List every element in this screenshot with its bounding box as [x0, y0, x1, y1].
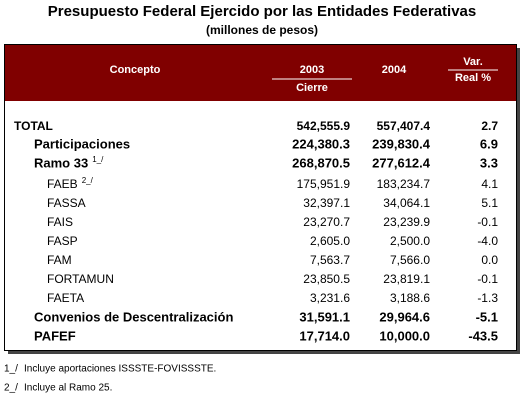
cell-var: -0.1 — [477, 215, 498, 229]
footnote-text: Incluye aportaciones ISSSTE-FOVISSSTE. — [24, 364, 216, 375]
cell-2004: 23,819.1 — [383, 272, 430, 286]
cell-2003: 7,563.7 — [310, 253, 350, 267]
cell-2003: 32,397.1 — [303, 196, 350, 210]
row-label: FAEB — [47, 177, 78, 191]
cell-var: 4.1 — [481, 177, 498, 191]
footnotes: 1_/ Incluye aportaciones ISSSTE-FOVISSSTE… — [4, 364, 216, 394]
row-label: FASSA — [47, 196, 86, 210]
row-label: TOTAL — [14, 119, 53, 133]
footnote-text: Incluye al Ramo 25. — [24, 383, 112, 394]
header-var: Var. — [463, 56, 483, 68]
cell-2003: 17,714.0 — [299, 328, 350, 343]
cell-2004: 7,566.0 — [390, 253, 430, 267]
cell-2004: 23,239.9 — [383, 215, 430, 229]
cell-2004: 183,234.7 — [377, 177, 431, 191]
row-label: Participaciones — [34, 136, 130, 151]
cell-2004: 277,612.4 — [372, 155, 431, 170]
cell-2004: 2,500.0 — [390, 234, 430, 248]
cell-var: 5.1 — [481, 196, 498, 210]
cell-var: -0.1 — [477, 272, 498, 286]
row-label: FAETA — [47, 291, 84, 305]
row-label: PAFEF — [34, 328, 76, 343]
cell-var: -4.0 — [477, 234, 498, 248]
footnote-mark: 1_/ — [4, 364, 18, 375]
cell-2003: 23,850.5 — [303, 272, 350, 286]
cell-2003: 224,380.3 — [292, 136, 350, 151]
cell-var: 6.9 — [480, 136, 498, 151]
header-band — [5, 45, 516, 101]
header-concept: Concepto — [110, 64, 161, 76]
cell-2004: 10,000.0 — [379, 328, 430, 343]
cell-2003: 31,591.1 — [299, 309, 350, 324]
table-body: TOTAL 542,555.9 557,407.4 2.7 Participacione… — [14, 119, 498, 343]
cell-var: 0.0 — [481, 253, 498, 267]
cell-2003: 268,870.5 — [292, 155, 350, 170]
cell-2003: 3,231.6 — [310, 291, 350, 305]
cell-2004: 239,830.4 — [372, 136, 431, 151]
row-note: 2_/ — [82, 176, 94, 185]
row-note: 1_/ — [92, 155, 104, 164]
cell-2003: 175,951.9 — [297, 177, 351, 191]
title: Presupuesto Federal Ejercido por las Ent… — [48, 3, 476, 20]
header-2003: 2003 — [300, 64, 324, 76]
cell-var: 2.7 — [481, 119, 498, 133]
header-var-real: Real % — [455, 72, 491, 84]
subtitle: (millones de pesos) — [206, 23, 318, 37]
cell-2004: 557,407.4 — [377, 119, 431, 133]
cell-var: -5.1 — [476, 309, 498, 324]
row-label: FORTAMUN — [47, 272, 114, 286]
footnote-mark: 2_/ — [4, 383, 18, 394]
header-cierre: Cierre — [296, 82, 328, 94]
cell-2004: 34,064.1 — [383, 196, 430, 210]
row-label: Ramo 33 — [34, 155, 88, 170]
cell-2003: 542,555.9 — [297, 119, 351, 133]
cell-var: 3.3 — [480, 155, 498, 170]
cell-2004: 3,188.6 — [390, 291, 430, 305]
cell-2004: 29,964.6 — [379, 309, 430, 324]
row-label: FASP — [47, 234, 78, 248]
cell-2003: 23,270.7 — [303, 215, 350, 229]
row-label: FAM — [47, 253, 72, 267]
cell-var: -1.3 — [477, 291, 498, 305]
cell-2003: 2,605.0 — [310, 234, 350, 248]
header-2004: 2004 — [382, 64, 407, 76]
cell-var: -43.5 — [468, 328, 498, 343]
row-label: FAIS — [47, 215, 73, 229]
row-label: Convenios de Descentralización — [34, 309, 233, 324]
